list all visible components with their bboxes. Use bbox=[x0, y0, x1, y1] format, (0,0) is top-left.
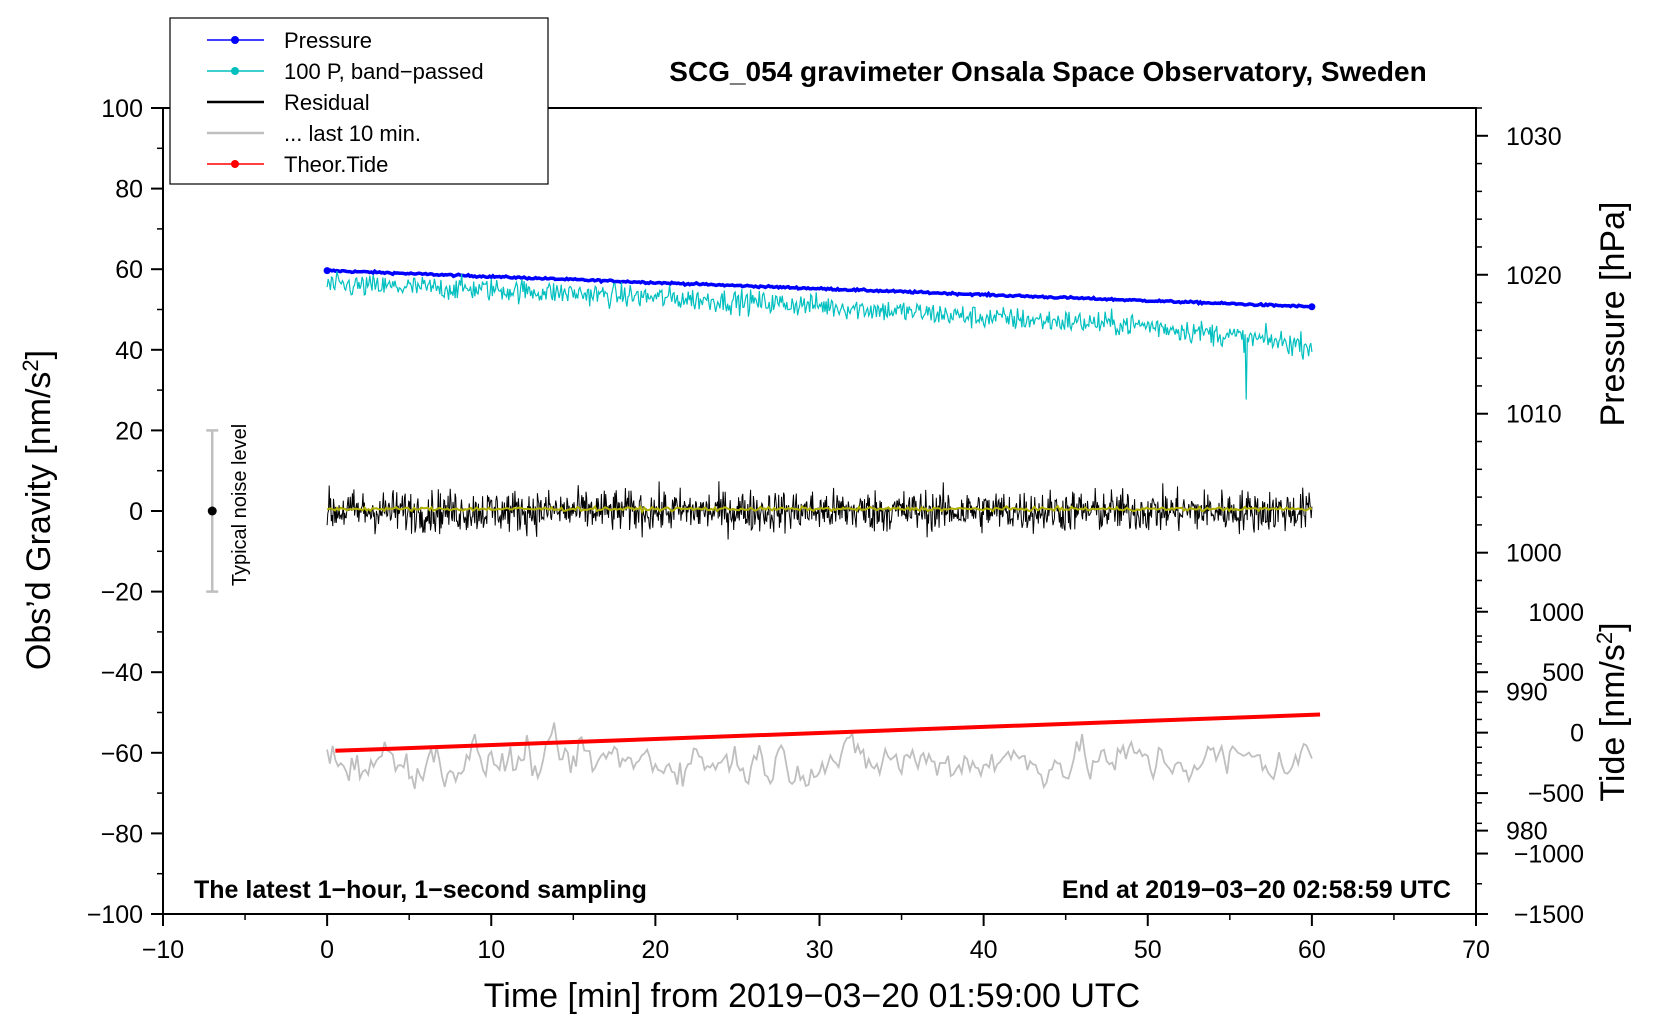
pressure-tick-label: 980 bbox=[1506, 818, 1548, 846]
series-last-10-min bbox=[326, 722, 1313, 790]
note-right: End at 2019−03−20 02:58:59 UTC bbox=[1062, 876, 1451, 904]
tide-tick-label: 500 bbox=[1542, 659, 1584, 687]
x-tick-label: 50 bbox=[1134, 936, 1162, 964]
x-tick-label: −10 bbox=[142, 936, 184, 964]
y-tick-label: 40 bbox=[115, 337, 143, 365]
x-tick-label: 60 bbox=[1298, 936, 1326, 964]
y-tick-label: 80 bbox=[115, 176, 143, 204]
pressure-tick-label: 1030 bbox=[1506, 123, 1562, 151]
y-tick-label: −40 bbox=[101, 659, 143, 687]
tide-tick-label: −1500 bbox=[1514, 901, 1584, 929]
tide-tick-label: −1000 bbox=[1514, 841, 1584, 869]
y-tick-label: 0 bbox=[129, 498, 143, 526]
legend-items: Pressure 100 P, band−passed Residual ... la… bbox=[207, 28, 484, 177]
series-layer bbox=[323, 267, 1321, 790]
x-tick-label: 70 bbox=[1462, 936, 1490, 964]
pressure-marker bbox=[323, 267, 331, 275]
legend-label: Theor.Tide bbox=[284, 152, 388, 177]
note-left: The latest 1−hour, 1−second sampling bbox=[194, 876, 647, 904]
y-axis-left: −100 −80 −60 −40 −20 0 20 40 60 80 100 bbox=[87, 95, 163, 929]
x-axis-title: Time [min] from 2019−03−20 01:59:00 UTC bbox=[484, 977, 1140, 1015]
series-residual bbox=[326, 481, 1313, 540]
y-tick-label: −20 bbox=[101, 579, 143, 607]
y-axis-pressure: 980 990 1000 1010 1020 1030 bbox=[1476, 107, 1562, 846]
legend-label: 100 P, band−passed bbox=[284, 59, 484, 84]
series-pressure bbox=[326, 268, 1313, 309]
series-residual-smoothed bbox=[326, 504, 1313, 515]
y-axis-pressure-title: Pressure [hPa] bbox=[1594, 202, 1632, 427]
x-tick-label: 10 bbox=[477, 936, 505, 964]
tide-tick-label: 1000 bbox=[1528, 599, 1584, 627]
legend-marker bbox=[231, 36, 239, 44]
x-tick-label: 20 bbox=[641, 936, 669, 964]
y-tick-label: 100 bbox=[101, 95, 143, 123]
y-tick-label: 60 bbox=[115, 256, 143, 284]
series-theor-tide bbox=[335, 712, 1321, 753]
legend-label: Pressure bbox=[284, 28, 372, 53]
y-tick-label: −60 bbox=[101, 740, 143, 768]
legend-label: Residual bbox=[284, 90, 370, 115]
pressure-tick-label: 1020 bbox=[1506, 262, 1562, 290]
chart-title: SCG_054 gravimeter Onsala Space Observat… bbox=[669, 56, 1426, 87]
legend-marker bbox=[231, 67, 239, 75]
pressure-marker bbox=[1308, 303, 1316, 311]
noise-level-label: Typical noise level bbox=[229, 424, 251, 586]
y-tick-label: −80 bbox=[101, 820, 143, 848]
pressure-tick-label: 1010 bbox=[1506, 401, 1562, 429]
pressure-tick-label: 990 bbox=[1506, 679, 1548, 707]
tide-tick-label: 0 bbox=[1570, 720, 1584, 748]
x-tick-label: 0 bbox=[320, 936, 334, 964]
y-axis-tide: −1500 −1000 −500 0 500 1000 bbox=[1476, 599, 1584, 929]
legend: Pressure 100 P, band−passed Residual ... la… bbox=[169, 17, 549, 185]
y-axis-left-title: Obs’d Gravity [nm/s2] bbox=[18, 350, 59, 670]
noise-bar-center-dot bbox=[207, 506, 217, 516]
legend-label: ... last 10 min. bbox=[284, 121, 421, 146]
noise-level-bar bbox=[206, 429, 219, 593]
x-tick-label: 40 bbox=[970, 936, 998, 964]
tide-tick-label: −500 bbox=[1528, 780, 1584, 808]
legend-marker bbox=[231, 160, 239, 168]
y-tick-label: 20 bbox=[115, 417, 143, 445]
pressure-tick-label: 1000 bbox=[1506, 540, 1562, 568]
series-100-p-band-passed bbox=[326, 271, 1313, 400]
x-axis: −10 0 10 20 30 40 50 60 70 bbox=[142, 914, 1490, 964]
x-tick-label: 30 bbox=[806, 936, 834, 964]
y-tick-label: −100 bbox=[87, 901, 143, 929]
y-axis-tide-title: Tide [nm/s2] bbox=[1592, 622, 1633, 801]
